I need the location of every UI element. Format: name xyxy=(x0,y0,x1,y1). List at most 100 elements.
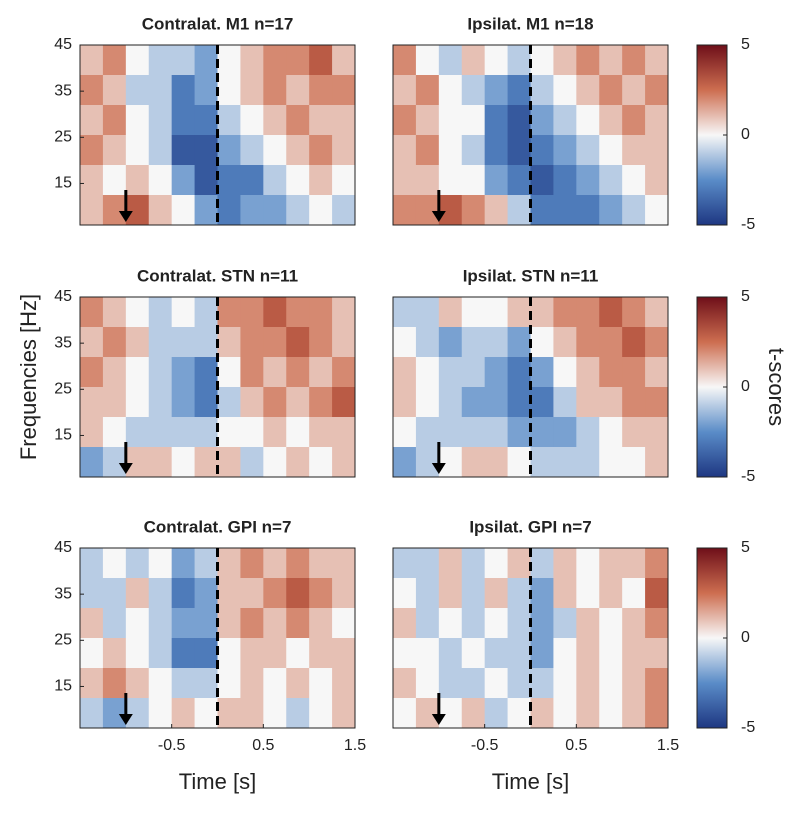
heatmap-cell xyxy=(622,327,646,358)
heatmap-cell xyxy=(309,135,333,166)
heatmap-cell xyxy=(438,165,463,196)
heatmap-cell xyxy=(415,327,440,358)
heatmap-cell xyxy=(599,638,623,669)
heatmap-cell xyxy=(645,447,669,478)
heatmap-cell xyxy=(645,105,669,136)
heatmap-cell xyxy=(553,357,577,388)
heatmap-cell xyxy=(622,668,646,699)
heatmap-cell xyxy=(80,548,104,579)
heatmap-cell xyxy=(438,297,463,328)
heatmap-cell xyxy=(622,195,646,226)
heatmap-cell xyxy=(507,387,531,418)
heatmap-cell xyxy=(194,638,218,669)
heatmap-cell xyxy=(576,105,600,136)
heatmap-cell xyxy=(332,165,356,196)
heatmap-cell xyxy=(484,195,509,226)
heatmap-cell xyxy=(286,668,310,699)
y-tick-label: 35 xyxy=(54,585,72,602)
heatmap-cell xyxy=(530,548,554,579)
heatmap-cell xyxy=(102,297,127,328)
heatmap-cell xyxy=(645,387,669,418)
heatmap-cell xyxy=(599,417,623,448)
heatmap-cell xyxy=(332,387,356,418)
heatmap-cell xyxy=(194,45,218,76)
heatmap-cell xyxy=(530,608,554,639)
heatmap-cell xyxy=(286,608,310,639)
heatmap-cell xyxy=(171,638,196,669)
heatmap-cell xyxy=(576,608,600,639)
heatmap-cell xyxy=(599,548,623,579)
heatmap-cell xyxy=(645,578,669,609)
cue-arrow-head xyxy=(118,714,133,725)
heatmap-cell xyxy=(393,135,417,166)
heatmap-cell xyxy=(194,447,218,478)
heatmap-cell xyxy=(286,578,310,609)
heatmap-cell xyxy=(102,608,127,639)
heatmap-cell xyxy=(484,387,509,418)
heatmap-cell xyxy=(332,578,356,609)
heatmap-cell xyxy=(80,327,104,358)
heatmap-cell xyxy=(171,195,196,226)
heatmap-cell xyxy=(599,698,623,729)
heatmap-cell xyxy=(263,387,287,418)
heatmap-cell xyxy=(125,45,150,76)
heatmap-cell xyxy=(332,447,356,478)
heatmap-cell xyxy=(599,135,623,166)
heatmap-cell xyxy=(217,165,241,196)
heatmap-cell xyxy=(286,548,310,579)
heatmap-cell xyxy=(553,195,577,226)
heatmap-cell xyxy=(194,668,218,699)
heatmap-cell xyxy=(263,135,287,166)
heatmap-cell xyxy=(80,357,104,388)
heatmap-cell xyxy=(599,447,623,478)
heatmap-cell xyxy=(484,165,509,196)
heatmap-cell xyxy=(148,327,173,358)
panel-title: Ipsilat. STN n=11 xyxy=(463,266,599,285)
heatmap-cell xyxy=(507,45,531,76)
heatmap-cell xyxy=(217,135,241,166)
heatmap-cell xyxy=(645,357,669,388)
heatmap-cell xyxy=(438,357,463,388)
heatmap-cell xyxy=(622,387,646,418)
heatmap-cell xyxy=(553,327,577,358)
heatmap-cell xyxy=(484,75,509,106)
heatmap-cell xyxy=(286,417,310,448)
heatmap-cell xyxy=(240,608,264,639)
heatmap-cell xyxy=(286,165,310,196)
heatmap-cell xyxy=(125,447,150,478)
heatmap-cell xyxy=(171,135,196,166)
heatmap-cell xyxy=(393,75,417,106)
heatmap-cell xyxy=(530,45,554,76)
heatmap-cell xyxy=(125,698,150,729)
heatmap-cell xyxy=(263,578,287,609)
y-tick-label: 45 xyxy=(54,36,72,53)
heatmap-cell xyxy=(102,45,127,76)
heatmap-cell xyxy=(194,327,218,358)
heatmap-cell xyxy=(309,105,333,136)
heatmap-cell xyxy=(80,45,104,76)
heatmap-cell xyxy=(393,327,417,358)
colorbar-label: t-scores xyxy=(764,348,789,426)
heatmap-cell xyxy=(240,297,264,328)
heatmap-cell xyxy=(484,578,509,609)
heatmap-cell xyxy=(461,387,486,418)
heatmap-cell xyxy=(171,75,196,106)
heatmap-cell xyxy=(530,357,554,388)
heatmap-cell xyxy=(309,638,333,669)
heatmap-cell xyxy=(553,135,577,166)
heatmap-cell xyxy=(415,447,440,478)
heatmap-cell xyxy=(332,195,356,226)
heatmap-cell xyxy=(171,548,196,579)
heatmap-cell xyxy=(553,105,577,136)
heatmap-cell xyxy=(194,357,218,388)
heatmap-cell xyxy=(286,447,310,478)
heatmap-cell xyxy=(393,698,417,729)
heatmap-cell xyxy=(484,698,509,729)
heatmap-cell xyxy=(309,608,333,639)
heatmap-cell xyxy=(240,638,264,669)
heatmap-cell xyxy=(461,357,486,388)
heatmap-cell xyxy=(393,387,417,418)
heatmap-cell xyxy=(645,135,669,166)
colorbar-tick-label: 0 xyxy=(741,378,750,395)
heatmap-cell xyxy=(332,668,356,699)
